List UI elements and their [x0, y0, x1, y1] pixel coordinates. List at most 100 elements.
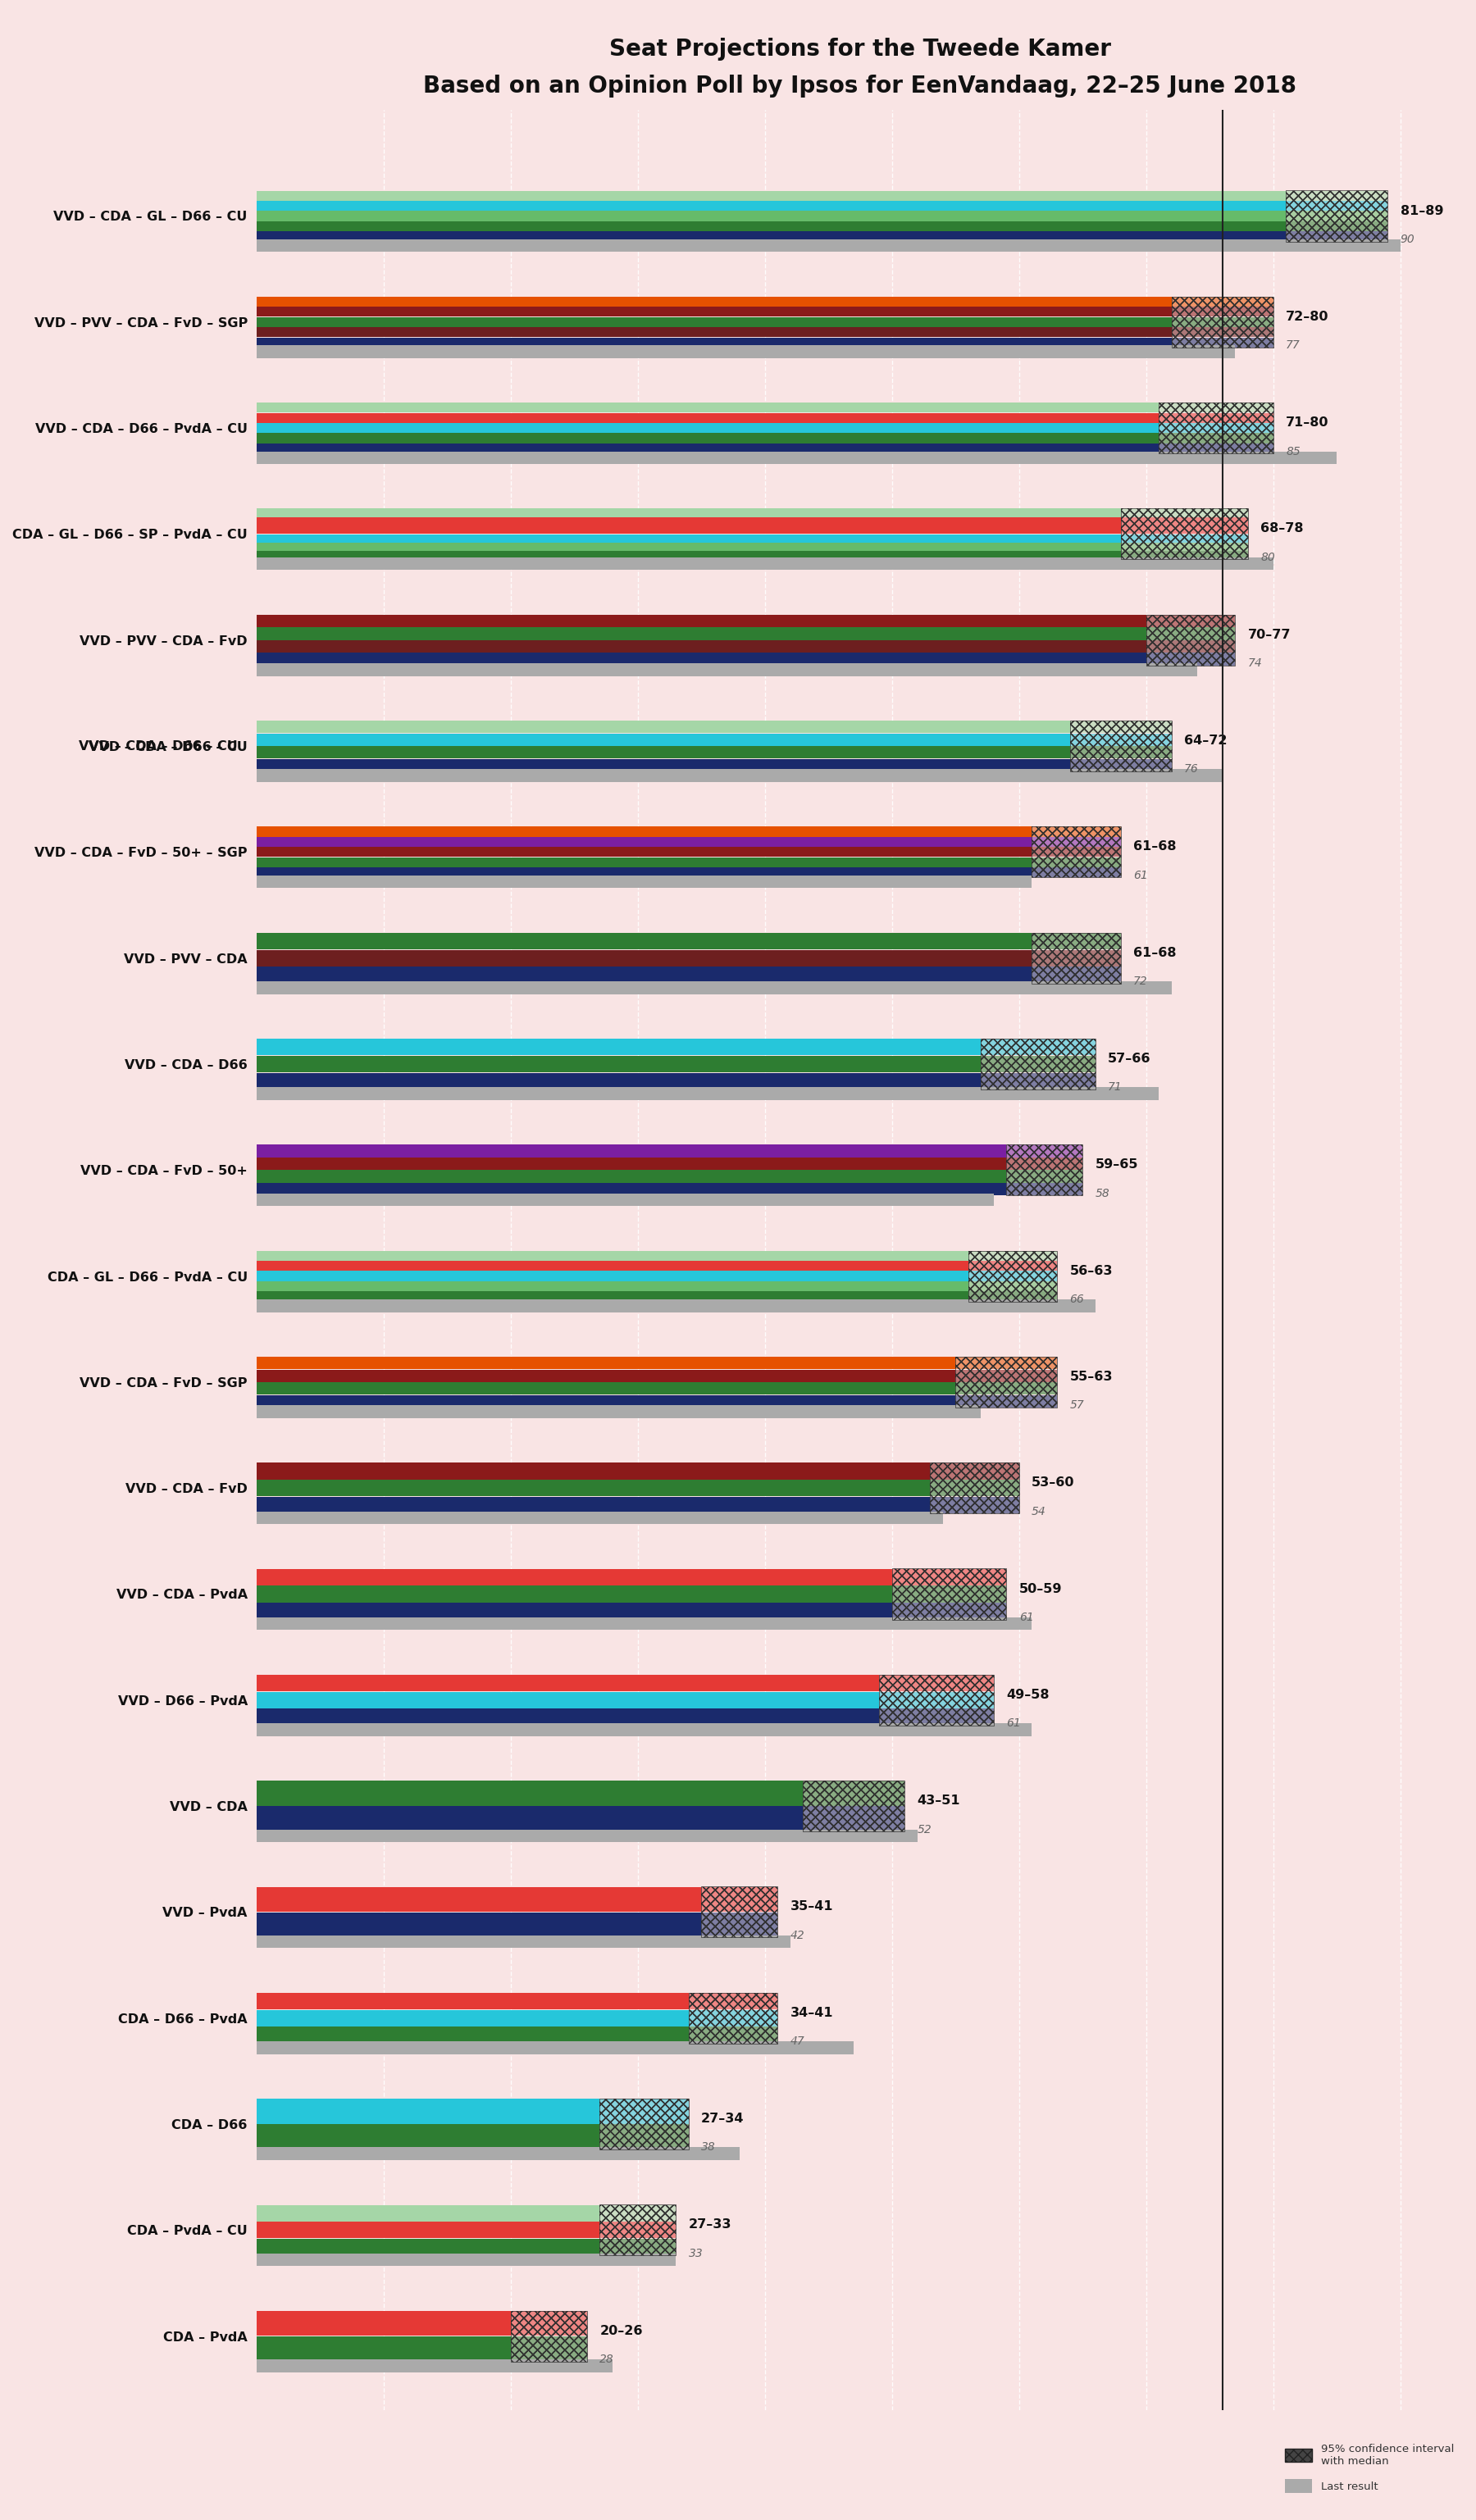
Bar: [599, 2205, 676, 2223]
Bar: [1286, 192, 1387, 242]
Bar: [257, 1331, 1464, 1431]
Bar: [599, 2238, 676, 2255]
Bar: [982, 1038, 1095, 1089]
Text: 66: 66: [1070, 1293, 1085, 1305]
Text: 85: 85: [1286, 446, 1300, 456]
Bar: [257, 1709, 880, 1726]
Bar: [257, 222, 1286, 232]
Bar: [257, 1381, 955, 1394]
Text: 77: 77: [1286, 340, 1300, 350]
Bar: [599, 2099, 689, 2150]
Bar: [257, 837, 1032, 847]
Bar: [1172, 328, 1274, 338]
Bar: [257, 721, 1070, 733]
Bar: [257, 307, 1172, 318]
Bar: [930, 1462, 1018, 1515]
Text: 61–68: 61–68: [1134, 842, 1176, 852]
Bar: [257, 403, 1159, 413]
Bar: [1032, 827, 1120, 837]
Bar: [1120, 527, 1247, 534]
Text: 61: 61: [1134, 869, 1148, 882]
Bar: [257, 2253, 676, 2265]
Bar: [257, 1270, 968, 1280]
Bar: [968, 1290, 1057, 1300]
Bar: [1159, 433, 1274, 444]
Bar: [511, 2311, 587, 2361]
Bar: [257, 1368, 955, 1381]
Bar: [1172, 338, 1274, 348]
Bar: [257, 1280, 968, 1290]
Bar: [257, 1887, 701, 1913]
Bar: [257, 1913, 701, 1938]
Bar: [1145, 653, 1235, 665]
Bar: [1145, 615, 1235, 627]
Bar: [257, 1396, 955, 1406]
Bar: [1070, 721, 1172, 771]
Bar: [701, 1887, 778, 1938]
Bar: [257, 1169, 1007, 1182]
Text: 53–60: 53–60: [1032, 1477, 1075, 1489]
Bar: [257, 1545, 1464, 1646]
Bar: [257, 1013, 1464, 1114]
Bar: [257, 2311, 511, 2336]
Bar: [1286, 232, 1387, 242]
Text: 57: 57: [1070, 1399, 1085, 1411]
Bar: [1070, 721, 1172, 733]
Bar: [257, 2099, 599, 2124]
Bar: [257, 1119, 1464, 1220]
Bar: [257, 1585, 892, 1603]
Bar: [257, 517, 1120, 527]
Bar: [257, 534, 1120, 542]
Bar: [257, 1300, 1095, 1313]
Bar: [257, 1807, 803, 1832]
Text: 71: 71: [1108, 1081, 1122, 1094]
Bar: [257, 212, 1286, 222]
Bar: [689, 1993, 778, 2008]
Bar: [257, 640, 1145, 653]
Text: 68–78: 68–78: [1261, 522, 1303, 534]
Bar: [1145, 640, 1235, 653]
Bar: [257, 874, 1032, 887]
Bar: [257, 378, 1464, 479]
Bar: [257, 1086, 1159, 1101]
Bar: [599, 2124, 689, 2150]
Bar: [257, 1570, 892, 1585]
Bar: [257, 1968, 1464, 2069]
Bar: [1120, 509, 1247, 517]
Text: 61–68: 61–68: [1134, 948, 1176, 960]
Bar: [689, 1993, 778, 2044]
Bar: [1007, 1144, 1082, 1157]
Bar: [880, 1676, 993, 1691]
Bar: [1159, 444, 1274, 454]
Text: 72–80: 72–80: [1286, 310, 1328, 323]
Text: 20–26: 20–26: [599, 2323, 642, 2336]
Bar: [257, 2180, 1464, 2281]
Bar: [1172, 318, 1274, 328]
Bar: [257, 239, 1401, 252]
Bar: [257, 2336, 511, 2361]
Bar: [257, 1691, 880, 1709]
Bar: [803, 1782, 905, 1832]
Bar: [257, 769, 1222, 781]
Bar: [257, 2205, 599, 2223]
Bar: [257, 1651, 1464, 1751]
Text: 56–63: 56–63: [1070, 1265, 1113, 1278]
Bar: [257, 2147, 739, 2160]
Bar: [1172, 297, 1274, 307]
Bar: [1159, 403, 1274, 413]
Bar: [1007, 1169, 1082, 1182]
Bar: [1145, 615, 1235, 665]
Text: 70–77: 70–77: [1247, 627, 1290, 640]
Bar: [955, 1368, 1057, 1381]
Bar: [880, 1676, 993, 1726]
Bar: [257, 968, 1032, 983]
Bar: [1032, 847, 1120, 857]
Bar: [1032, 932, 1120, 950]
Text: 58: 58: [1095, 1187, 1110, 1200]
Bar: [1120, 552, 1247, 559]
Bar: [257, 696, 1464, 796]
Text: 74: 74: [1247, 658, 1262, 670]
Bar: [257, 1756, 1464, 1857]
Bar: [1172, 297, 1274, 348]
Bar: [257, 1618, 1032, 1630]
